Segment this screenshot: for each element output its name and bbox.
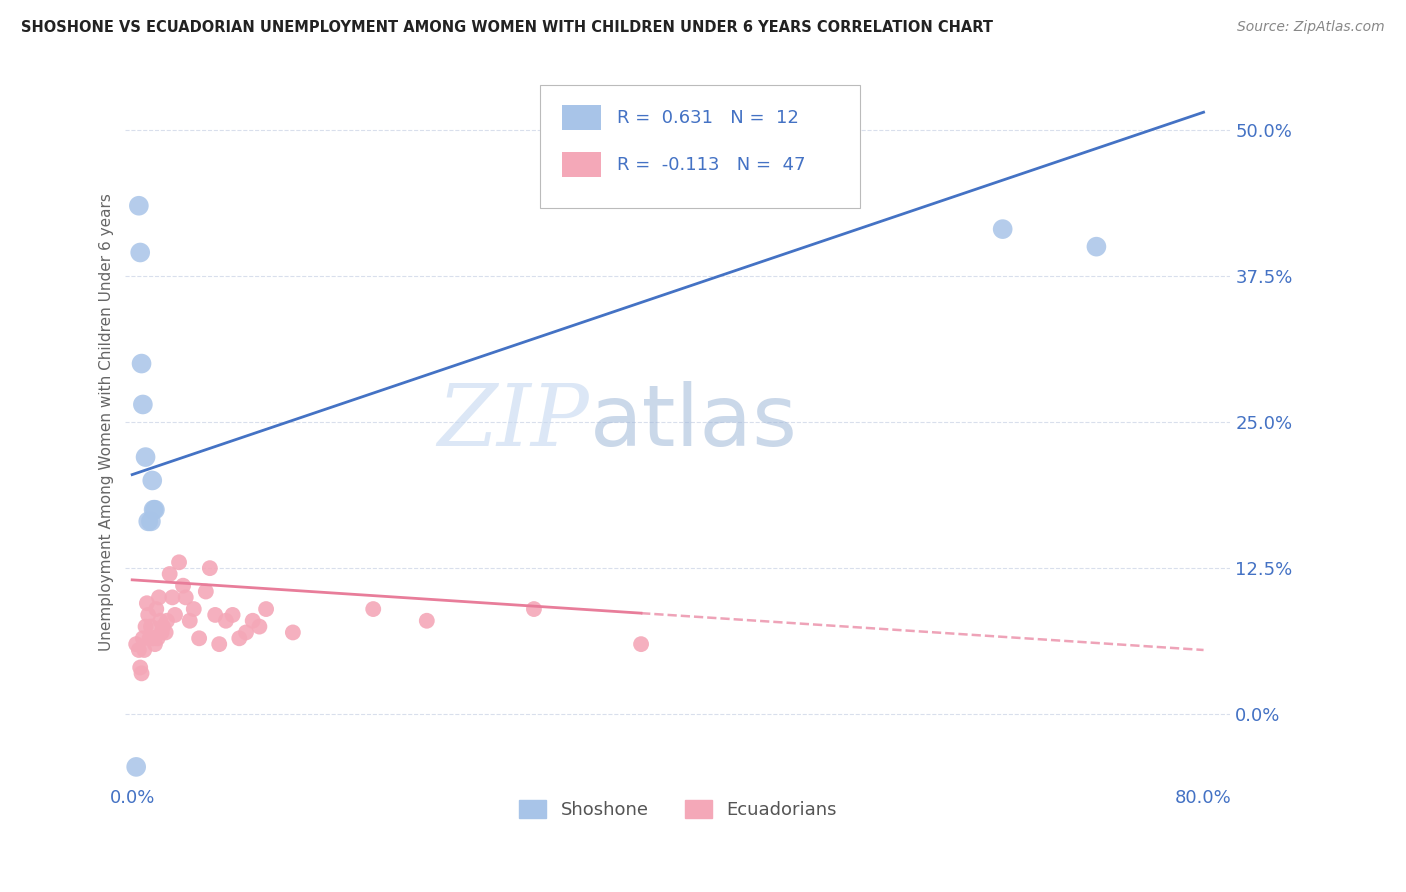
Point xyxy=(416,614,439,628)
Text: R =  -0.113   N =  47: R = -0.113 N = 47 xyxy=(617,156,806,174)
Point xyxy=(1085,240,1108,254)
Point xyxy=(630,637,652,651)
Point xyxy=(128,199,150,213)
Point xyxy=(523,602,546,616)
Point xyxy=(125,637,148,651)
Legend: Shoshone, Ecuadorians: Shoshone, Ecuadorians xyxy=(512,792,844,826)
Point xyxy=(228,632,250,646)
FancyBboxPatch shape xyxy=(562,105,600,130)
Point xyxy=(146,632,169,646)
Point xyxy=(125,760,148,774)
Point xyxy=(991,222,1014,236)
Point xyxy=(136,515,159,529)
Point xyxy=(174,591,197,605)
Point xyxy=(221,607,243,622)
Point xyxy=(141,474,163,488)
Point xyxy=(148,591,170,605)
Point xyxy=(155,625,177,640)
Text: SHOSHONE VS ECUADORIAN UNEMPLOYMENT AMONG WOMEN WITH CHILDREN UNDER 6 YEARS CORR: SHOSHONE VS ECUADORIAN UNEMPLOYMENT AMON… xyxy=(21,20,993,35)
Y-axis label: Unemployment Among Women with Children Under 6 years: Unemployment Among Women with Children U… xyxy=(100,193,114,651)
Point xyxy=(136,607,159,622)
Point xyxy=(143,637,166,651)
Point xyxy=(135,619,157,633)
Point xyxy=(142,502,165,516)
Point xyxy=(194,584,217,599)
Text: atlas: atlas xyxy=(589,381,797,464)
Point xyxy=(152,619,174,633)
Point xyxy=(198,561,221,575)
Point xyxy=(129,660,152,674)
Point xyxy=(139,515,162,529)
Text: R =  0.631   N =  12: R = 0.631 N = 12 xyxy=(617,109,799,127)
Point xyxy=(172,579,194,593)
FancyBboxPatch shape xyxy=(562,152,600,178)
Point xyxy=(156,614,179,628)
Point xyxy=(141,632,163,646)
FancyBboxPatch shape xyxy=(540,85,860,208)
Point xyxy=(167,555,190,569)
Point xyxy=(131,666,153,681)
Point xyxy=(129,245,152,260)
Point xyxy=(235,625,257,640)
Point xyxy=(204,607,226,622)
Point xyxy=(145,602,167,616)
Text: ZIP: ZIP xyxy=(437,381,589,463)
Point xyxy=(183,602,205,616)
Point xyxy=(143,502,166,516)
Point xyxy=(142,632,165,646)
Point xyxy=(139,619,162,633)
Point xyxy=(215,614,238,628)
Point xyxy=(254,602,277,616)
Point xyxy=(188,632,211,646)
Point xyxy=(361,602,384,616)
Point xyxy=(163,607,186,622)
Point xyxy=(138,632,160,646)
Point xyxy=(132,397,155,411)
Point xyxy=(179,614,201,628)
Point xyxy=(149,614,172,628)
Point xyxy=(208,637,231,651)
Point xyxy=(135,596,157,610)
Point xyxy=(247,619,270,633)
Point xyxy=(132,632,155,646)
Text: Source: ZipAtlas.com: Source: ZipAtlas.com xyxy=(1237,20,1385,34)
Point xyxy=(150,625,173,640)
Point xyxy=(162,591,184,605)
Point xyxy=(242,614,264,628)
Point xyxy=(131,357,153,371)
Point xyxy=(281,625,304,640)
Point xyxy=(128,643,150,657)
Point xyxy=(135,450,157,464)
Point xyxy=(159,566,181,581)
Point xyxy=(134,643,156,657)
